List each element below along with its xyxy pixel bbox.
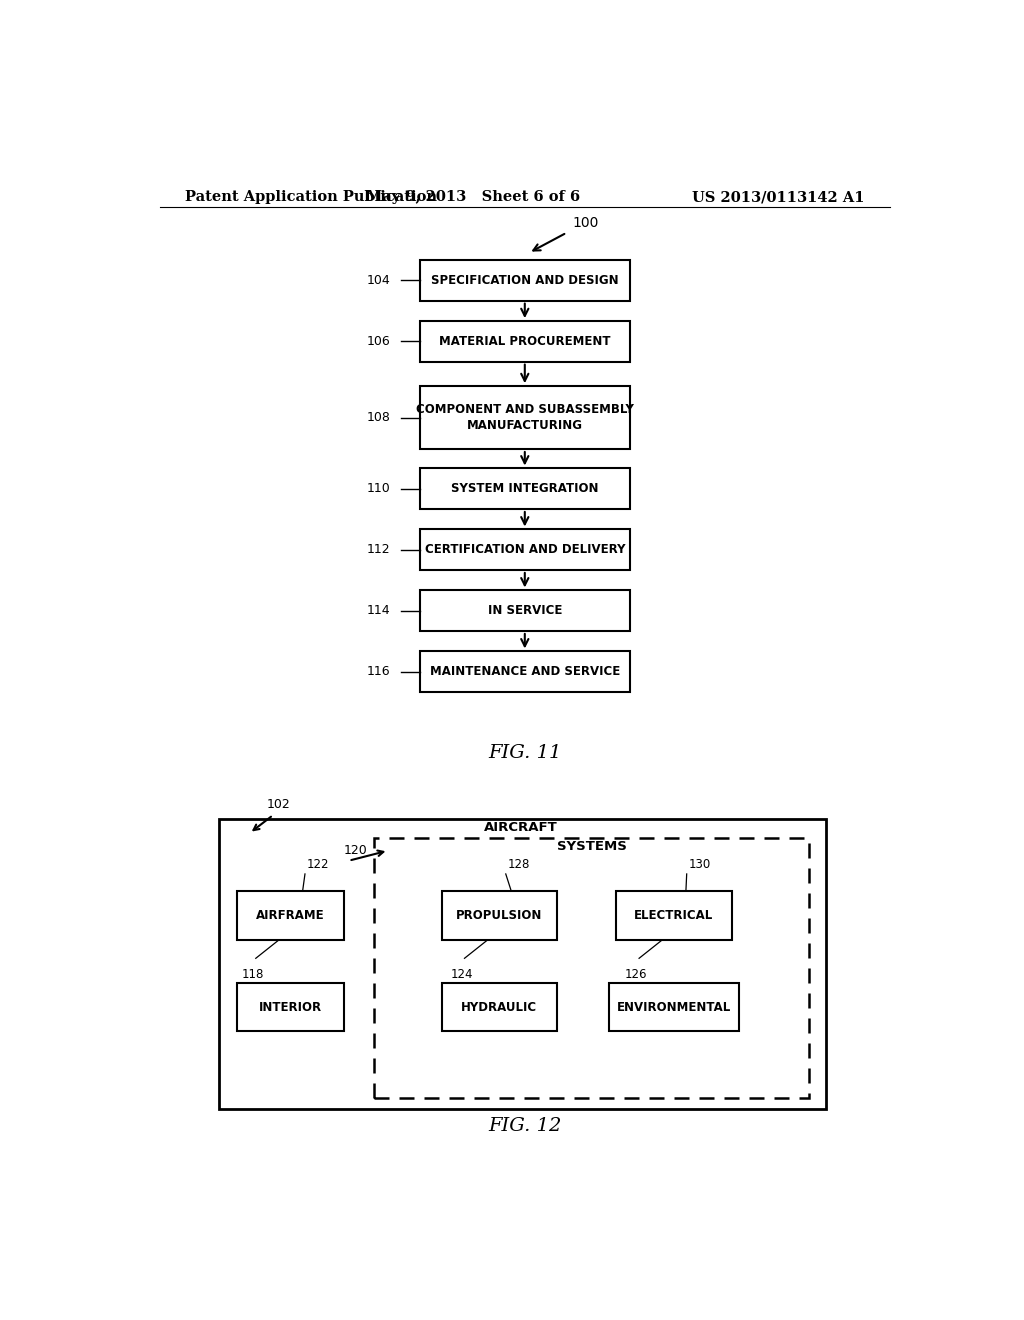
Text: SPECIFICATION AND DESIGN: SPECIFICATION AND DESIGN [431,273,618,286]
Text: 114: 114 [367,605,390,618]
Text: SYSTEMS: SYSTEMS [556,840,627,853]
Bar [374,838,809,1097]
Text: INTERIOR: INTERIOR [259,1001,323,1014]
Text: 110: 110 [367,482,390,495]
Bar [238,891,344,940]
Text: 124: 124 [451,969,473,982]
Text: FIG. 12: FIG. 12 [488,1117,561,1135]
Text: COMPONENT AND SUBASSEMBLY
MANUFACTURING: COMPONENT AND SUBASSEMBLY MANUFACTURING [416,403,634,432]
Text: 122: 122 [306,858,329,871]
Text: May 9, 2013   Sheet 6 of 6: May 9, 2013 Sheet 6 of 6 [367,190,581,205]
Text: CERTIFICATION AND DELIVERY: CERTIFICATION AND DELIVERY [425,544,625,556]
Text: 106: 106 [367,335,390,348]
Bar [420,469,630,510]
Text: 128: 128 [507,858,529,871]
Text: IN SERVICE: IN SERVICE [487,605,562,618]
Text: 100: 100 [572,215,599,230]
Text: US 2013/0113142 A1: US 2013/0113142 A1 [692,190,864,205]
Bar [420,260,630,301]
Bar [238,982,344,1031]
Text: 118: 118 [242,969,264,982]
Text: 108: 108 [367,411,390,424]
Text: 104: 104 [367,273,390,286]
Text: ELECTRICAL: ELECTRICAL [635,909,714,923]
Bar [420,651,630,692]
Text: MATERIAL PROCUREMENT: MATERIAL PROCUREMENT [439,335,610,348]
Text: 112: 112 [367,544,390,556]
Text: AIRCRAFT: AIRCRAFT [484,821,558,834]
Text: SYSTEM INTEGRATION: SYSTEM INTEGRATION [451,482,599,495]
Text: FIG. 11: FIG. 11 [488,744,561,762]
Bar [420,529,630,570]
Bar [442,891,557,940]
Text: HYDRAULIC: HYDRAULIC [462,1001,538,1014]
Text: 126: 126 [625,969,647,982]
Text: 102: 102 [267,797,291,810]
Bar [420,321,630,362]
Text: Patent Application Publication: Patent Application Publication [185,190,437,205]
Bar [420,385,630,449]
Text: 120: 120 [344,843,368,857]
Bar [442,982,557,1031]
Bar [420,590,630,631]
Text: AIRFRAME: AIRFRAME [256,909,325,923]
Text: ENVIRONMENTAL: ENVIRONMENTAL [616,1001,731,1014]
Text: PROPULSION: PROPULSION [457,909,543,923]
Text: 130: 130 [688,858,711,871]
Bar [219,818,826,1109]
Bar [616,891,731,940]
Text: MAINTENANCE AND SERVICE: MAINTENANCE AND SERVICE [430,665,620,678]
Text: 116: 116 [367,665,390,678]
Bar [609,982,738,1031]
